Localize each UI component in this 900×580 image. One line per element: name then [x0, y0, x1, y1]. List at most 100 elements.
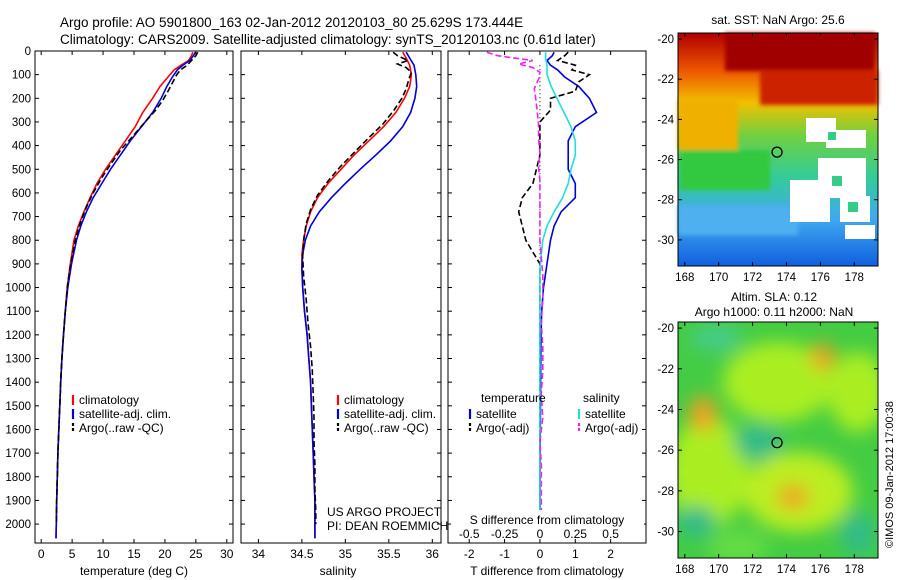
depth-tick-label: 1900 [5, 495, 31, 507]
series-line-argo [55, 51, 199, 525]
project-annotation: US ARGO PROJECT [327, 505, 442, 519]
depth-tick-label: 600 [12, 188, 31, 200]
temperature-axis-ticks: 0 5 10 15 20 25 30 [38, 51, 234, 561]
lon-tick-label: 170 [709, 272, 728, 284]
x-tick-label: 34 [252, 547, 266, 561]
temperature-panel: 0100200300400500600700800900100011001200… [5, 46, 233, 578]
legend-label: satellite [476, 407, 517, 421]
depth-tick-label: 0 [25, 46, 31, 58]
legend-label: satellite-adj. clim. [344, 407, 436, 421]
temperature-axis-label: temperature (deg C) [80, 564, 188, 578]
sst-heatmap [677, 32, 879, 267]
sla-argo-location-marker [771, 436, 783, 449]
x-tick-label: -1 [499, 547, 510, 561]
lon-tick-label: 172 [743, 564, 762, 576]
depth-tick-label: 1200 [5, 330, 31, 342]
lon-tick-label: 174 [777, 564, 797, 576]
x-tick-label: 30 [220, 547, 234, 561]
header-title-line2: Climatology: CARS2009. Satellite-adjuste… [60, 32, 596, 47]
legend-label: satellite [585, 407, 626, 421]
depth-tick-label: 1800 [5, 472, 31, 484]
depth-tick-label: 800 [12, 235, 31, 247]
depth-tick-label: 1300 [5, 354, 31, 366]
pi-annotation: PI: DEAN ROEMMICH [327, 519, 448, 533]
s-tick-label: 0.5 [602, 527, 619, 541]
lat-tick-label: -30 [657, 527, 674, 539]
x-tick-label: -2 [464, 547, 475, 561]
series-line-t-argo [517, 51, 592, 525]
depth-tick-label: 500 [12, 164, 31, 176]
series-line-s-argo [486, 51, 544, 525]
salinity-plot-frame [240, 50, 442, 544]
difference-plot-frame [447, 50, 647, 544]
x-tick-label: 5 [69, 547, 76, 561]
series-line-s-satellite [539, 52, 577, 539]
series-line-t-satellite [539, 51, 598, 539]
difference-legend: temperaturesatelliteArgo(-adj)salinitysa… [468, 391, 638, 435]
sla-map-ticks: 168 170 172 174 176 178 -20 -22 -24 -26 -28 -30 [657, 322, 878, 576]
s-tick-label: 0.25 [564, 527, 588, 541]
x-tick-label: 15 [127, 547, 141, 561]
depth-tick-label: 100 [12, 70, 31, 82]
salinity-series [301, 51, 418, 539]
x-tick-label: 10 [96, 547, 110, 561]
lon-tick-label: 176 [811, 272, 830, 284]
depth-tick-label: 900 [12, 259, 31, 271]
legend-label: satellite-adj. clim. [79, 407, 171, 421]
lat-tick-label: -24 [657, 114, 674, 126]
series-line-satellite-adj [55, 51, 197, 539]
header-title-line1: Argo profile: AO 5901800_163 02-Jan-2012… [60, 15, 523, 30]
x-tick-label: 25 [189, 547, 203, 561]
depth-tick-label: 1500 [5, 401, 31, 413]
depth-tick-label: 700 [12, 212, 31, 224]
lon-tick-label: 168 [675, 272, 694, 284]
salinity-axis-label: salinity [320, 564, 357, 578]
s-tick-label: -0.5 [459, 527, 480, 541]
x-tick-label: 20 [158, 547, 172, 561]
x-tick-label: 35.5 [377, 547, 401, 561]
legend-group-title: salinity [583, 391, 620, 405]
salinity-panel: 34 34.5 35 35.5 36 climatologysatellite-adj.… [240, 50, 448, 578]
depth-tick-label: 200 [12, 93, 31, 105]
depth-tick-label: 300 [12, 117, 31, 129]
salinity-depth-ticks [241, 50, 441, 525]
lat-tick-label: -26 [657, 445, 674, 457]
x-tick-label: 36 [426, 547, 440, 561]
x-tick-label: 1 [572, 547, 579, 561]
sla-heatmap [677, 321, 879, 559]
depth-tick-label: 1700 [5, 448, 31, 460]
difference-panel: S difference from climatology -0.5 -0.25 0… [447, 50, 647, 578]
s-axis-label-backdrop [451, 510, 644, 541]
lat-tick-label: -28 [657, 195, 674, 207]
lat-tick-label: -20 [657, 34, 674, 46]
lon-tick-label: 168 [675, 564, 694, 576]
sla-map-subtitle: Argo h1000: 0.11 h2000: NaN [695, 305, 854, 319]
lat-tick-label: -24 [657, 404, 674, 416]
depth-tick-label: 1600 [5, 424, 31, 436]
legend-label: Argo(..raw -QC) [344, 421, 429, 435]
s-difference-axis-label: S difference from climatology [470, 513, 625, 527]
t-difference-axis-ticks: -2 -1 0 1 2 [464, 51, 614, 561]
legend-label: Argo(-adj) [585, 421, 638, 435]
sst-map-ticks: 168 170 172 174 176 178 -20 -22 -24 -26 -28 -30 [657, 33, 878, 284]
series-line-climatology [301, 51, 413, 539]
series-line-satellite-adj [301, 51, 418, 539]
depth-tick-label: 2000 [5, 519, 31, 531]
lon-tick-label: 174 [777, 272, 797, 284]
difference-depth-ticks [448, 50, 646, 525]
x-tick-label: 0 [38, 547, 45, 561]
lon-tick-label: 176 [811, 564, 830, 576]
salinity-axis-ticks: 34 34.5 35 35.5 36 [252, 51, 440, 561]
lat-tick-label: -22 [657, 74, 674, 86]
lon-tick-label: 170 [709, 564, 728, 576]
lat-tick-label: -30 [657, 235, 674, 247]
legend-label: climatology [344, 393, 404, 407]
lon-tick-label: 172 [743, 272, 762, 284]
temperature-plot-frame [34, 50, 234, 544]
sst-argo-location-marker [771, 146, 783, 158]
x-tick-label: 34.5 [290, 547, 314, 561]
series-line-climatology [55, 51, 194, 539]
depth-tick-label: 1000 [5, 283, 31, 295]
